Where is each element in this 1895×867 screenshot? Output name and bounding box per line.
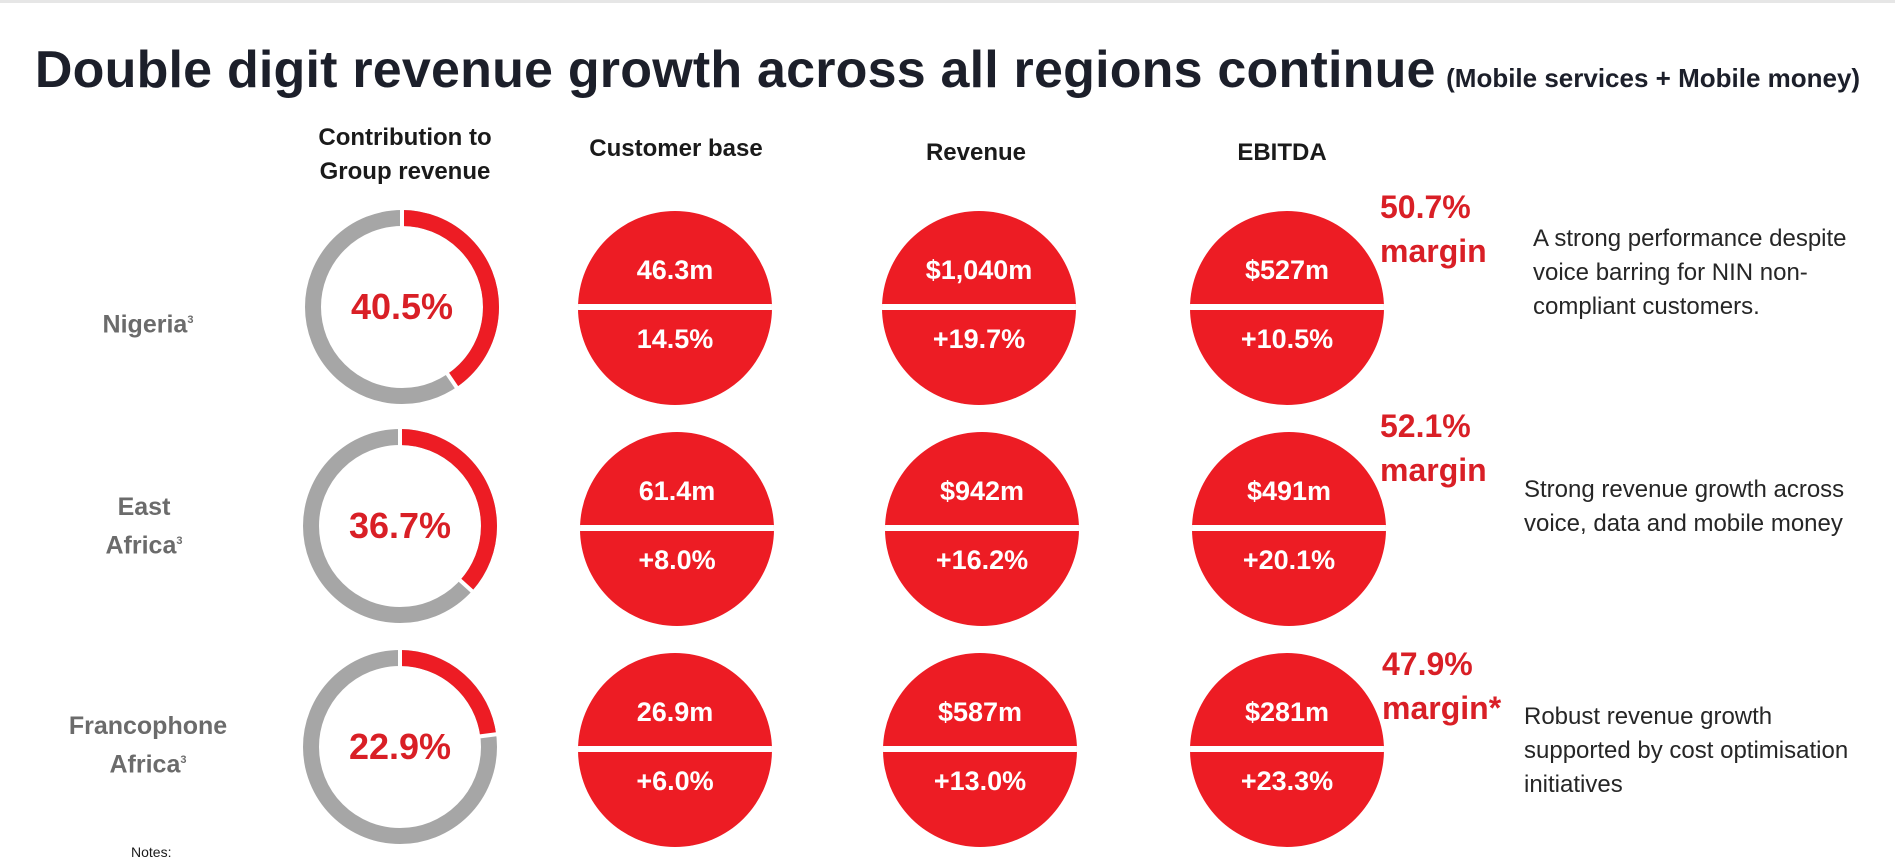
top-border-line — [0, 0, 1895, 3]
comment-francophone-africa: Robust revenue growth supported by cost … — [1524, 703, 1849, 798]
region-label-francophone-africa: Francophone Africa3 — [48, 709, 248, 781]
revenue-value: $587m — [937, 697, 1023, 727]
revenue-value: $1,040m — [925, 255, 1033, 285]
contribution-percent: 36.7% — [348, 505, 452, 546]
contribution-percent: 22.9% — [348, 726, 452, 767]
margin-percent: 50.7% — [1380, 189, 1471, 225]
customer-base-growth: 14.5% — [636, 324, 714, 354]
customer-base-value: 26.9m — [636, 697, 714, 727]
disc-divider — [883, 746, 1077, 752]
title-main: Double digit revenue growth across all r… — [34, 41, 1436, 99]
disc-divider — [1190, 304, 1384, 310]
notes-label: Notes: — [131, 844, 172, 860]
revenue-growth: +16.2% — [935, 545, 1029, 575]
region-label-nigeria: Nigeria3 — [48, 303, 248, 341]
footnote-marker: 3 — [180, 754, 187, 766]
comment-nigeria: A strong performance despite voice barri… — [1533, 225, 1847, 320]
ebitda-growth: +10.5% — [1240, 324, 1334, 354]
ebitda-margin-nigeria: 50.7% margin — [1380, 185, 1487, 273]
header-ebitda: EBITDA — [1237, 139, 1327, 166]
margin-percent: 47.9% — [1382, 646, 1473, 682]
slide-title: Double digit revenue growth across all r… — [0, 40, 1895, 100]
revenue-growth: +19.7% — [932, 324, 1026, 354]
region-name: Nigeria — [102, 310, 188, 339]
disc-divider — [578, 304, 772, 310]
footnote-marker: 3 — [187, 314, 194, 326]
footnote-marker: 3 — [176, 535, 183, 547]
customer-base-growth: +6.0% — [636, 766, 714, 796]
disc-divider — [882, 304, 1076, 310]
revenue-disc-east-africa: $942m +16.2% — [885, 432, 1079, 626]
header-contribution-line1: Contribution to — [318, 124, 492, 151]
donut-gap-end — [453, 574, 476, 595]
margin-percent: 52.1% — [1380, 408, 1471, 444]
customer-base-disc-east-africa: 61.4m +8.0% — [580, 432, 774, 626]
revenue-disc-francophone-africa: $587m +13.0% — [883, 653, 1077, 847]
ebitda-margin-francophone-africa: 47.9% margin* — [1382, 642, 1501, 730]
ebitda-disc-east-africa: $491m +20.1% — [1192, 432, 1386, 626]
revenue-growth: +13.0% — [933, 766, 1027, 796]
ebitda-value: $281m — [1244, 697, 1330, 727]
region-name-line1: Francophone — [68, 712, 228, 740]
customer-base-disc-nigeria: 46.3m 14.5% — [578, 211, 772, 405]
contribution-donut-east-africa: 36.7% — [300, 426, 500, 626]
comment-east-africa: Strong revenue growth across voice, data… — [1524, 476, 1845, 537]
margin-label: margin — [1380, 452, 1487, 488]
title-subtitle: (Mobile services + Mobile money) — [1446, 63, 1861, 93]
ebitda-value: $527m — [1244, 255, 1330, 285]
disc-divider — [578, 746, 772, 752]
margin-label: margin — [1380, 233, 1487, 269]
customer-base-value: 46.3m — [636, 255, 714, 285]
ebitda-margin-east-africa: 52.1% margin — [1380, 404, 1487, 492]
donut-gap-end — [473, 731, 500, 740]
disc-divider — [1190, 746, 1384, 752]
customer-base-growth: +8.0% — [638, 545, 716, 575]
region-name-line2: Africa — [105, 531, 177, 560]
ebitda-disc-francophone-africa: $281m +23.3% — [1190, 653, 1384, 847]
header-contribution: Contribution to Group revenue — [290, 121, 520, 189]
customer-base-value: 61.4m — [638, 476, 716, 506]
disc-divider — [580, 525, 774, 531]
ebitda-growth: +23.3% — [1240, 766, 1334, 796]
contribution-donut-nigeria: 40.5% — [302, 207, 502, 407]
header-contribution-line2: Group revenue — [319, 158, 491, 185]
header-revenue: Revenue — [925, 139, 1027, 166]
region-name-line2: Africa — [109, 750, 181, 779]
margin-label: margin* — [1382, 690, 1502, 726]
customer-base-disc-francophone-africa: 26.9m +6.0% — [578, 653, 772, 847]
ebitda-value: $491m — [1246, 476, 1332, 506]
donut-gap-end — [441, 367, 460, 391]
region-name-line1: East — [117, 493, 171, 521]
region-label-east-africa: East Africa3 — [44, 490, 244, 562]
ebitda-growth: +20.1% — [1242, 545, 1336, 575]
disc-divider — [885, 525, 1079, 531]
contribution-percent: 40.5% — [350, 286, 454, 327]
revenue-disc-nigeria: $1,040m +19.7% — [882, 211, 1076, 405]
disc-divider — [1192, 525, 1386, 531]
revenue-value: $942m — [939, 476, 1025, 506]
ebitda-disc-nigeria: $527m +10.5% — [1190, 211, 1384, 405]
header-customer-base: Customer base — [589, 135, 763, 162]
contribution-donut-francophone-africa: 22.9% — [300, 647, 500, 847]
